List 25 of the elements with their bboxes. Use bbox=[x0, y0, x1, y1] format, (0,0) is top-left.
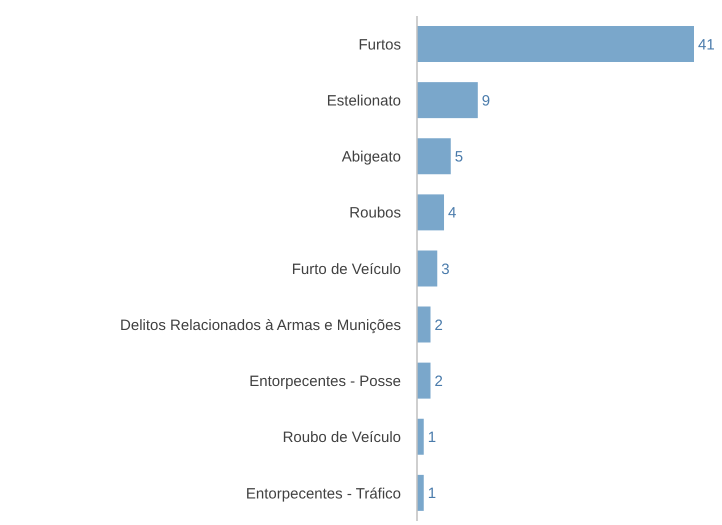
bar bbox=[417, 26, 694, 62]
data-label: 1 bbox=[428, 485, 436, 502]
y-tick-label: Abigeato bbox=[342, 148, 401, 166]
data-label: 5 bbox=[454, 148, 464, 166]
data-label: 4 bbox=[448, 204, 456, 222]
y-tick-label: Roubo de Veículo bbox=[282, 429, 401, 446]
data-label: 1 bbox=[428, 429, 436, 446]
bar bbox=[417, 362, 431, 399]
bar bbox=[417, 194, 444, 230]
y-tick-label: Entorpecentes - Tráfico bbox=[246, 485, 401, 502]
data-label: 2 bbox=[434, 372, 443, 390]
y-tick-label: Entorpecentes - Posse bbox=[249, 373, 401, 390]
y-tick-label: Estelionato bbox=[326, 92, 401, 110]
data-label: 3 bbox=[441, 260, 450, 278]
data-label: 9 bbox=[482, 92, 490, 110]
data-label: 41 bbox=[698, 36, 715, 54]
y-tick-label: Roubos bbox=[349, 204, 401, 222]
y-tick-label: Furto de Veículo bbox=[292, 260, 401, 278]
y-tick-label: Furtos bbox=[358, 36, 401, 54]
bar bbox=[417, 250, 438, 286]
bar bbox=[417, 306, 431, 343]
bar bbox=[417, 138, 451, 174]
data-label: 2 bbox=[434, 316, 443, 334]
bar bbox=[417, 82, 478, 118]
y-tick-label: Delitos Relacionados à Armas e Munições bbox=[120, 316, 401, 334]
